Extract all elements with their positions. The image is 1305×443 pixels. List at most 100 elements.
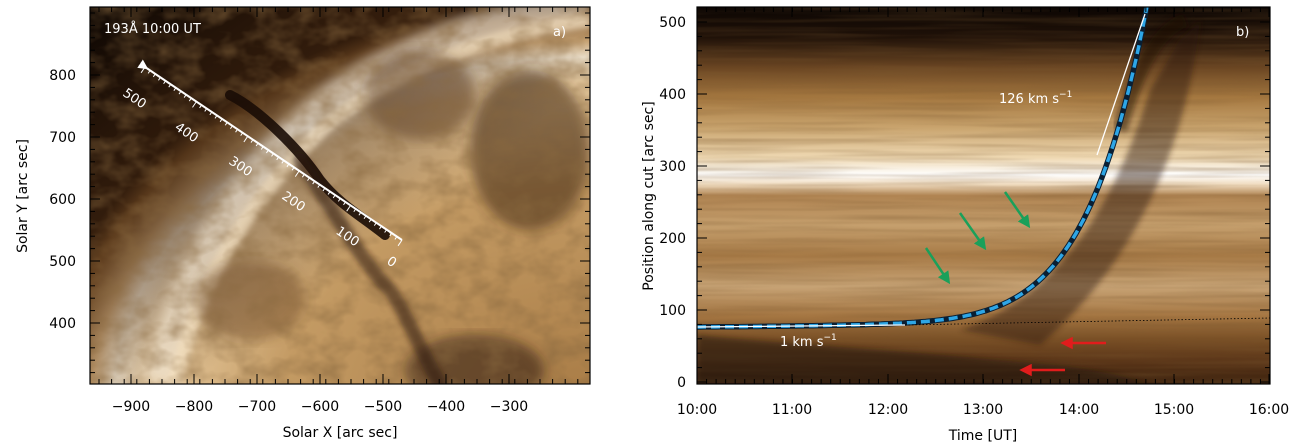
xtick-label: 14:00 [1059, 402, 1099, 418]
slow-speed-label: 1 km s−1 [780, 333, 837, 350]
cut-tick [178, 90, 182, 95]
panel-a-xticks: −900 −800 −700 −600 −500 −400 −300 [112, 399, 528, 415]
reference-dotted-line [904, 317, 1270, 326]
green-arrow [958, 212, 987, 251]
xtick-label: 13:00 [963, 402, 1003, 418]
ytick-label: 600 [49, 192, 76, 208]
cut-tick [250, 139, 254, 143]
panel-b-ylabel: Position along cut [arc sec] [641, 101, 657, 290]
cut-tick [152, 73, 156, 78]
cut-tick [209, 111, 213, 116]
cut-tick [294, 170, 300, 177]
cut-tick [363, 215, 367, 219]
cut-tick [276, 156, 280, 161]
cut-tick [358, 212, 362, 216]
cut-tick [188, 97, 192, 102]
green-arrow [1003, 191, 1031, 229]
xtick-label: 15:00 [1154, 402, 1194, 418]
cut-tick [286, 163, 290, 168]
cut-tick [353, 208, 357, 213]
cut-tick [140, 66, 146, 74]
cut-tick [343, 201, 346, 206]
xtick-label: 11:00 [772, 402, 812, 418]
cut-tick [312, 180, 316, 185]
cut-tick [322, 187, 326, 192]
cut-tick [271, 153, 274, 157]
panel-b-xticks: 10:00 11:00 12:00 13:00 14:00 15:00 16:0… [677, 402, 1289, 418]
slow-phase-line [697, 324, 906, 328]
cut-tick [327, 191, 331, 195]
cut-tick [168, 84, 172, 88]
cut-tick [199, 104, 202, 109]
cut-tick [147, 70, 151, 74]
xtick-label: −600 [301, 399, 339, 415]
xtick-label: −700 [238, 399, 276, 415]
panel-a-ylabel: Solar Y [arc sec] [15, 139, 31, 253]
ytick-label: 500 [659, 15, 686, 31]
cut-tick [260, 146, 264, 150]
xtick-label: 12:00 [868, 402, 908, 418]
xtick-label: 10:00 [677, 402, 717, 418]
filament-channel [293, 153, 447, 384]
cut-scale-ticks [140, 66, 403, 247]
cut-tick [317, 184, 321, 188]
ytick-label: 700 [49, 130, 76, 146]
cut-tick [214, 115, 218, 119]
cut-tick [158, 77, 161, 81]
panel-b-xlabel: Time [UT] [948, 428, 1017, 443]
xtick-label: −800 [175, 399, 213, 415]
ytick-label: 0 [677, 375, 686, 391]
xtick-label: −300 [490, 399, 528, 415]
cut-tick [255, 142, 259, 147]
ytick-label: 300 [659, 159, 686, 175]
dark-streaks [697, 335, 1150, 384]
cut-tick [243, 135, 249, 143]
cut-tick [183, 94, 187, 98]
panel-a-header: 193Å 10:00 UT [104, 21, 201, 37]
cut-tick [281, 160, 285, 164]
cut-tick [368, 218, 372, 223]
cut-tick [332, 194, 336, 199]
ytick-label: 800 [49, 68, 76, 84]
cut-tick [230, 125, 233, 130]
xtick-label: −900 [112, 399, 150, 415]
panel-a-frame [89, 6, 591, 385]
cut-tick [219, 118, 223, 123]
green-arrow [924, 247, 951, 285]
panel-b-yticks: 500 400 300 200 100 0 [659, 15, 686, 391]
cut-tick [173, 87, 177, 91]
ytick-label: 400 [49, 316, 76, 332]
cut-tick [307, 177, 310, 181]
ytick-label: 100 [659, 303, 686, 319]
panel-a-axes [90, 7, 590, 384]
panel-a-yticks: 800 700 600 500 400 [49, 68, 76, 332]
cut-tick [397, 239, 403, 247]
panel-a-label: a) [553, 25, 566, 40]
cut-tick [291, 167, 295, 171]
cut-tick [192, 101, 197, 108]
cut-tick [265, 149, 269, 154]
xtick-label: −500 [364, 399, 402, 415]
panel-b: 1 km s−1 126 km s−1 b) [697, 7, 1270, 384]
ytick-label: 200 [659, 231, 686, 247]
cut-tick [163, 80, 166, 85]
panel-b-label: b) [1236, 25, 1249, 40]
fast-phase-line [1096, 13, 1146, 156]
xtick-label: −400 [427, 399, 465, 415]
eruption-streaks [960, 20, 1200, 345]
cut-tick [394, 236, 398, 240]
cut-tick [301, 173, 305, 178]
cut-tick [235, 129, 238, 133]
cut-tick [379, 225, 382, 230]
cut-tick [384, 229, 387, 233]
cut-tick [204, 108, 208, 112]
fast-speed-label: 126 km s−1 [999, 90, 1072, 107]
cut-tick [337, 198, 341, 202]
cut-tick [373, 222, 377, 226]
panel-a: 193Å 10:00 UT a) [90, 7, 590, 384]
cut-tick [240, 132, 244, 136]
cut-tick [224, 122, 228, 126]
panel-a-xlabel: Solar X [arc sec] [283, 425, 398, 441]
ytick-label: 400 [659, 87, 686, 103]
